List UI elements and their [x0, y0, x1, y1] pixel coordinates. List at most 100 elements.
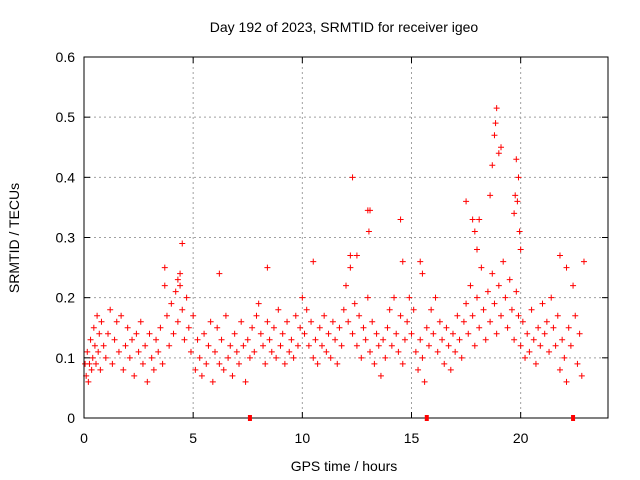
data-point	[172, 288, 179, 295]
data-point	[349, 330, 356, 337]
data-point	[563, 264, 570, 271]
x-tick-label: 0	[80, 430, 88, 446]
data-point	[297, 324, 304, 331]
data-point	[491, 132, 498, 139]
data-point	[556, 366, 563, 373]
data-point	[535, 324, 542, 331]
data-point	[356, 312, 363, 319]
data-point	[148, 354, 155, 361]
data-point	[229, 372, 236, 379]
data-point	[482, 336, 489, 343]
data-point	[578, 372, 585, 379]
data-point	[519, 318, 526, 325]
baseline-marker	[247, 415, 252, 421]
data-point	[504, 324, 511, 331]
data-point	[310, 258, 317, 265]
data-point	[142, 342, 149, 349]
data-point	[561, 354, 568, 361]
data-point	[246, 354, 253, 361]
data-point	[517, 342, 524, 349]
data-point	[179, 240, 186, 247]
data-point	[181, 336, 188, 343]
data-point	[397, 312, 404, 319]
data-point	[218, 336, 225, 343]
data-point	[574, 360, 581, 367]
data-point	[86, 360, 93, 367]
data-point	[408, 330, 415, 337]
data-point	[517, 246, 524, 253]
data-point	[358, 354, 365, 361]
data-point	[251, 348, 258, 355]
data-point	[216, 360, 223, 367]
data-point	[495, 150, 502, 157]
data-point	[572, 312, 579, 319]
data-point	[257, 330, 264, 337]
data-point	[410, 306, 417, 313]
data-point	[458, 354, 465, 361]
data-point	[316, 324, 323, 331]
data-point	[421, 378, 428, 385]
data-point	[174, 318, 181, 325]
data-point	[120, 366, 127, 373]
data-point	[262, 360, 269, 367]
data-point	[515, 174, 522, 181]
chart-title: Day 192 of 2023, SRMTID for receiver ige…	[210, 19, 479, 35]
data-point	[526, 348, 533, 355]
tick-labels: 0 0.1 0.2 0.3 0.4 0.5 0.6 0 5 10 15 20	[56, 49, 529, 446]
plot-frame	[83, 56, 609, 419]
data-point	[107, 306, 114, 313]
data-point	[91, 342, 98, 349]
data-point	[93, 360, 100, 367]
data-point	[332, 336, 339, 343]
data-point	[417, 336, 424, 343]
data-point	[227, 342, 234, 349]
data-point	[489, 270, 496, 277]
baseline-markers	[247, 415, 576, 421]
y-axis-label: SRMTID / TECUs	[6, 183, 22, 293]
data-point	[367, 207, 374, 214]
data-point	[554, 312, 561, 319]
data-point	[375, 342, 382, 349]
data-point	[516, 228, 523, 235]
data-point	[367, 348, 374, 355]
data-point	[281, 360, 288, 367]
data-point	[327, 354, 334, 361]
data-point	[395, 348, 402, 355]
data-point	[548, 294, 555, 301]
data-point	[209, 378, 216, 385]
data-point	[314, 360, 321, 367]
data-point	[404, 318, 411, 325]
data-points	[82, 105, 587, 385]
data-point	[441, 360, 448, 367]
data-point	[183, 294, 190, 301]
data-point	[380, 336, 387, 343]
data-point	[502, 294, 509, 301]
data-point	[113, 318, 120, 325]
data-point	[212, 348, 218, 355]
data-point	[487, 192, 494, 199]
data-point	[401, 336, 408, 343]
data-point	[174, 276, 181, 283]
data-point	[150, 366, 157, 373]
data-point	[432, 294, 439, 301]
data-point	[336, 324, 343, 331]
data-point	[495, 282, 502, 289]
data-point	[334, 360, 341, 367]
data-point	[530, 336, 537, 343]
data-point	[343, 282, 349, 289]
data-point	[88, 366, 95, 373]
data-point	[153, 336, 160, 343]
data-point	[301, 330, 308, 337]
data-point	[430, 330, 437, 337]
data-point	[476, 216, 483, 223]
x-tick-label: 20	[513, 430, 529, 446]
data-point	[514, 198, 521, 205]
y-tick-label: 0.5	[56, 109, 76, 125]
data-point	[347, 264, 354, 271]
data-point	[373, 330, 380, 337]
data-point	[166, 342, 173, 349]
data-point	[135, 348, 142, 355]
data-point	[469, 216, 476, 223]
data-point	[491, 300, 498, 307]
